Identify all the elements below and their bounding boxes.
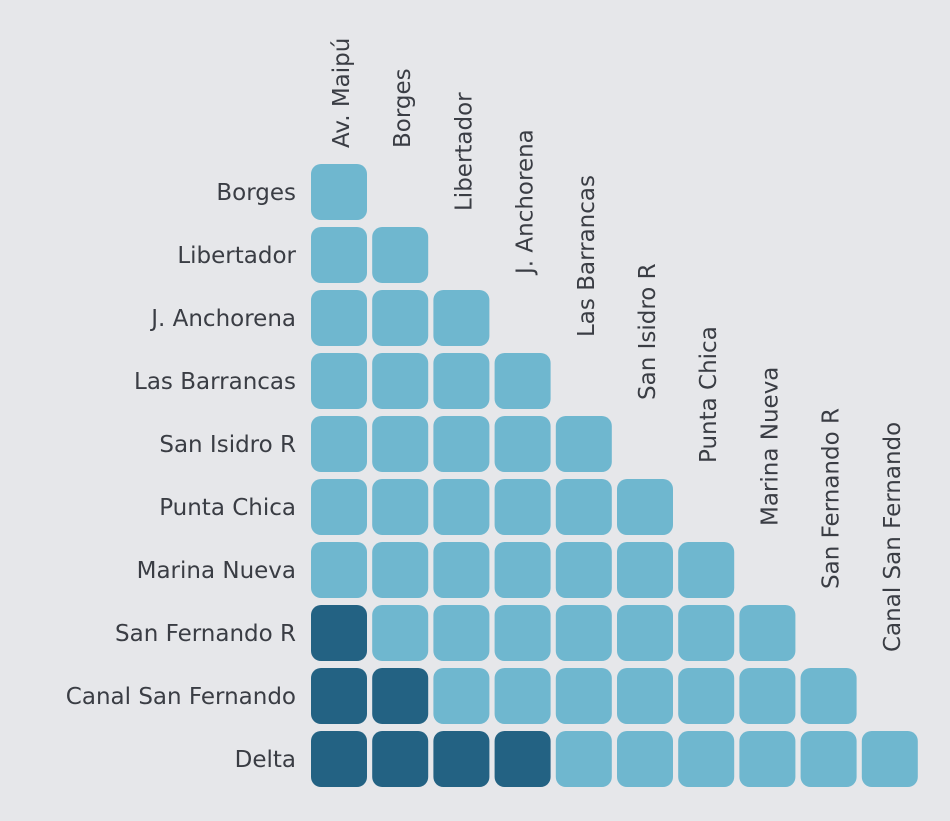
heatmap-cell — [617, 605, 673, 661]
heatmap-cell — [311, 668, 367, 724]
heatmap-cell — [311, 227, 367, 283]
row-label: Delta — [235, 747, 296, 773]
column-label: Borges — [390, 68, 416, 148]
heatmap-cell — [372, 542, 429, 598]
heatmap-cell — [433, 353, 490, 409]
heatmap-cell — [739, 668, 796, 724]
heatmap-cell — [617, 731, 673, 787]
heatmap-cell — [861, 731, 918, 787]
row-label: San Fernando R — [115, 621, 296, 647]
column-label: Marina Nueva — [757, 367, 783, 526]
heatmap-cell — [372, 416, 429, 472]
heatmap-cell — [311, 542, 367, 598]
row-label: Libertador — [177, 243, 296, 269]
heatmap-cell — [311, 416, 367, 472]
heatmap-cell — [555, 416, 612, 472]
row-label: San Isidro R — [159, 432, 296, 458]
heatmap-cell — [800, 668, 857, 724]
heatmap-cell — [433, 542, 490, 598]
heatmap-cell — [617, 668, 673, 724]
heatmap-cell — [739, 731, 796, 787]
row-label: Punta Chica — [159, 495, 296, 521]
heatmap-cell — [494, 731, 551, 787]
row-label: J. Anchorena — [149, 306, 296, 332]
heatmap-cell — [433, 416, 490, 472]
heatmap-cell — [555, 479, 612, 535]
heatmap-cell — [555, 542, 612, 598]
heatmap-cell — [311, 353, 367, 409]
heatmap-cell — [494, 542, 551, 598]
heatmap-cell — [372, 668, 429, 724]
heatmap-cell — [494, 353, 551, 409]
column-label: J. Anchorena — [513, 129, 539, 276]
heatmap-cell — [433, 731, 490, 787]
heatmap-cell — [494, 668, 551, 724]
heatmap-cell — [678, 668, 735, 724]
heatmap-cell — [494, 479, 551, 535]
heatmap-cell — [433, 668, 490, 724]
heatmap-cell — [617, 542, 673, 598]
heatmap-cell — [311, 479, 367, 535]
heatmap-cell — [311, 164, 367, 220]
heatmap-cell — [372, 731, 429, 787]
column-label: Punta Chica — [696, 326, 722, 463]
heatmap-cell — [372, 605, 429, 661]
heatmap-cell — [494, 416, 551, 472]
heatmap-cell — [678, 605, 735, 661]
heatmap-cell — [433, 290, 490, 346]
heatmap-cell — [372, 290, 429, 346]
heatmap-cell — [433, 479, 490, 535]
column-label: Canal San Fernando — [880, 422, 906, 652]
heatmap-cell — [555, 605, 612, 661]
heatmap-cell — [372, 353, 429, 409]
column-label: Las Barrancas — [574, 175, 600, 337]
heatmap-cell — [800, 731, 857, 787]
heatmap-cell — [678, 542, 735, 598]
row-label: Las Barrancas — [134, 369, 296, 395]
heatmap-cell — [678, 731, 735, 787]
column-label: San Fernando R — [819, 408, 845, 589]
row-label: Canal San Fernando — [66, 684, 296, 710]
heatmap-cell — [555, 731, 612, 787]
heatmap-cell — [617, 479, 673, 535]
heatmap-cell — [372, 479, 429, 535]
column-label: Av. Maipú — [329, 38, 355, 148]
heatmap-cell — [311, 605, 367, 661]
heatmap-cell — [311, 731, 367, 787]
heatmap-cell — [311, 290, 367, 346]
column-label: Libertador — [451, 92, 477, 211]
heatmap-cell — [739, 605, 796, 661]
heatmap-cell — [372, 227, 429, 283]
row-label: Borges — [216, 180, 296, 206]
heatmap-cell — [433, 605, 490, 661]
heatmap-cell — [494, 605, 551, 661]
column-label: San Isidro R — [635, 263, 661, 400]
heatmap-cell — [555, 668, 612, 724]
row-label: Marina Nueva — [137, 558, 296, 584]
